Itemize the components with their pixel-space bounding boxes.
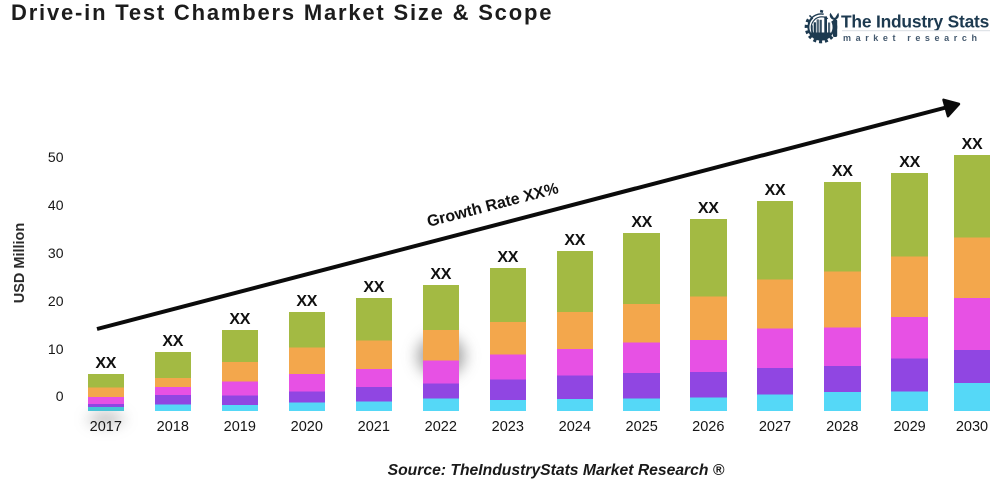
svg-text:The Industry Stats: The Industry Stats xyxy=(841,12,989,32)
svg-text:market research: market research xyxy=(843,33,982,43)
